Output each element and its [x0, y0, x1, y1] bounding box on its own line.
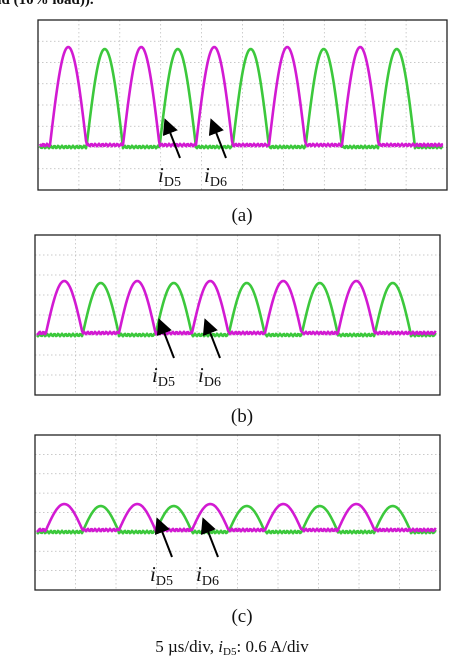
trace-symbol: i [152, 363, 158, 387]
trace-symbol: i [158, 163, 164, 187]
pointer-arrow [200, 517, 219, 558]
subscript: D5 [223, 646, 237, 658]
waveform [38, 47, 444, 150]
trace-subscript: D5 [164, 175, 181, 190]
trace-label: iD6 [196, 562, 219, 589]
panel-caption: (c) [231, 606, 252, 627]
pointer-arrow [154, 517, 173, 558]
scope-panel: iD5 iD6 [34, 434, 441, 591]
pointer-arrow [208, 118, 227, 159]
footer-note: 5 µs/div, iD5: 0.6 A/div [155, 637, 309, 658]
pointer-arrow [162, 118, 181, 159]
trace-subscript: D5 [156, 574, 173, 589]
waveform [36, 281, 437, 338]
waveform [36, 502, 437, 533]
panel-caption: (a) [231, 205, 252, 226]
trace-label: iD5 [152, 363, 175, 390]
pointer-arrow [156, 318, 175, 359]
trace-label: iD5 [158, 163, 181, 190]
header-fragment: ad (10% load)). [0, 0, 94, 8]
trace-label: iD6 [198, 363, 221, 390]
trace-symbol: i [150, 562, 156, 586]
trace-label: iD5 [150, 562, 173, 589]
waveform [36, 279, 437, 336]
trace-subscript: D6 [202, 574, 219, 589]
trace-symbol: i [204, 163, 210, 187]
scope-frame [37, 19, 448, 191]
trace-symbol: i [196, 562, 202, 586]
symbol: i [218, 637, 223, 656]
panel-caption: (b) [231, 406, 253, 427]
trace-subscript: D6 [210, 175, 227, 190]
current-scale: : 0.6 A/div [236, 637, 309, 656]
trace-subscript: D5 [158, 375, 175, 390]
waveform [36, 504, 437, 535]
trace-symbol: i [198, 363, 204, 387]
scope-panel: iD5 iD6 [34, 234, 441, 396]
scope-frame [34, 434, 441, 591]
scope-panel: iD5 iD6 [37, 19, 448, 191]
trace-subscript: D6 [204, 375, 221, 390]
time-scale: 5 µs/div, [155, 637, 218, 656]
pointer-arrow [202, 318, 221, 359]
trace-label: iD6 [204, 163, 227, 190]
waveform [38, 45, 444, 148]
scope-frame [34, 234, 441, 396]
